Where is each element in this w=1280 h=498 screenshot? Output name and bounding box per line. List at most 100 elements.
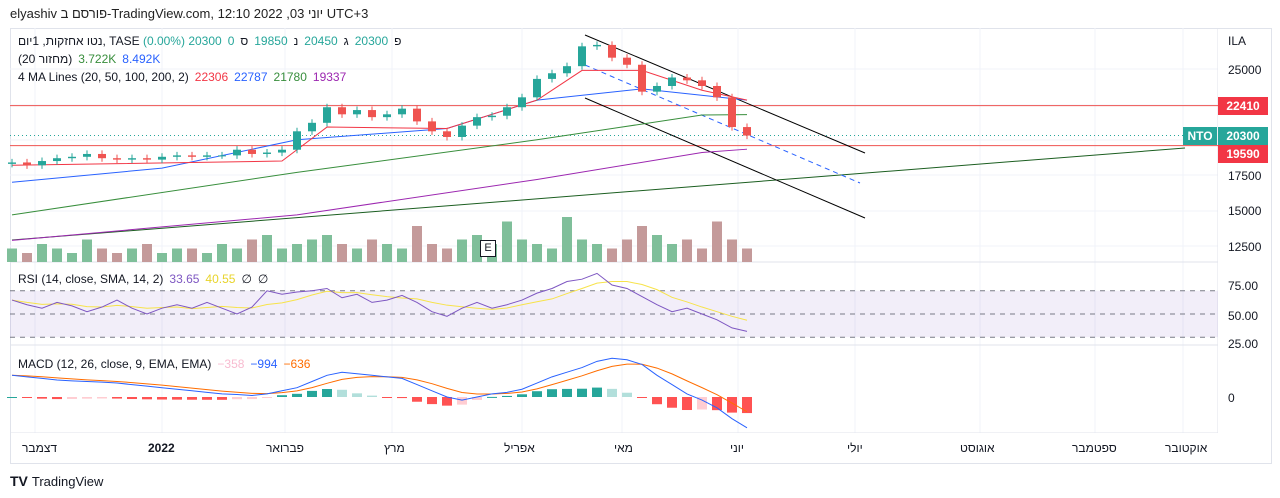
- volume-bar: [352, 248, 362, 262]
- volume-bar: [532, 244, 542, 262]
- volume-bar: [562, 217, 572, 262]
- volume-bar: [322, 235, 332, 262]
- rsi-empty-2: ∅: [257, 272, 269, 286]
- volume-bar: [202, 253, 212, 262]
- macd-histogram-bar: [697, 397, 707, 410]
- time-label: מרץ: [384, 441, 405, 455]
- candle-body: [713, 85, 721, 98]
- symbol-tag: NTO: [1183, 127, 1217, 145]
- ma100-line: [11, 114, 748, 216]
- time-label: 2022: [148, 441, 175, 455]
- candle-body: [278, 149, 286, 153]
- candle-body: [218, 155, 226, 157]
- time-label: דצמבר: [22, 441, 58, 455]
- volume-bar: [682, 239, 692, 262]
- macd-histogram-bar: [232, 397, 242, 400]
- volume-bar: [157, 253, 167, 262]
- candle-body: [98, 153, 106, 159]
- macd-histogram-bar: [382, 397, 392, 398]
- channel-lower-line: [584, 97, 866, 219]
- macd-histogram-bar: [127, 397, 137, 400]
- volume-bar: [577, 239, 587, 262]
- ma20-value: 22306: [194, 70, 229, 84]
- macd-histogram-bar: [397, 397, 407, 399]
- candle-body: [563, 66, 571, 74]
- ma50-value: 22787: [234, 70, 268, 84]
- candle-body: [248, 149, 256, 154]
- macd-histogram-bar: [82, 397, 92, 399]
- macd-histogram-bar: [607, 388, 617, 397]
- candle-body: [83, 153, 91, 157]
- volume-bar: [457, 239, 467, 262]
- macd-histogram-bar: [97, 397, 107, 399]
- candle-body: [68, 156, 76, 159]
- candle-body: [458, 125, 466, 137]
- volume-bar: [277, 248, 287, 262]
- volume-label[interactable]: (20 מחזור): [18, 52, 73, 66]
- volume-bar: [7, 248, 17, 262]
- price-tick: 12500: [1228, 240, 1262, 254]
- candle-body: [188, 155, 196, 157]
- macd-histogram-bar: [52, 397, 62, 400]
- macd-histogram-bar: [727, 397, 737, 413]
- candle-body: [473, 117, 481, 126]
- time-label: פברואר: [266, 441, 304, 455]
- macd-signal-line: [11, 363, 748, 413]
- volume-bar: [127, 248, 137, 262]
- macd-histogram-bar: [532, 391, 542, 397]
- candle-body: [38, 161, 46, 166]
- chart-canvas[interactable]: [0, 0, 1218, 433]
- time-label: אוגוסט: [960, 441, 995, 455]
- symbol-name[interactable]: נטו אחזקות, 1יום, TASE פ: [18, 34, 402, 48]
- volume-bar: [142, 244, 152, 262]
- earnings-marker[interactable]: E: [480, 240, 496, 257]
- ma200-value: 19337: [312, 70, 347, 84]
- candle-body: [308, 122, 316, 132]
- macd-histogram-bar: [307, 390, 317, 397]
- candle-body: [653, 85, 661, 92]
- volume-bar: [67, 253, 77, 262]
- volume-bar: [697, 248, 707, 262]
- volume-bar: [547, 248, 557, 262]
- candle-body: [593, 44, 601, 47]
- macd-line: [11, 357, 748, 429]
- volume-bar: [337, 244, 347, 262]
- volume-value: 3.722K: [78, 52, 117, 66]
- candle-body: [353, 110, 361, 115]
- candle-body: [443, 131, 451, 137]
- candle-body: [203, 155, 211, 157]
- open-value: 20300: [354, 34, 389, 48]
- volume-ma-value: 8.492K: [122, 52, 161, 66]
- macd-histogram-bar: [622, 392, 632, 397]
- ma-legend: 4 MA Lines (20, 50, 100, 200, 2) 22306 227…: [18, 70, 352, 84]
- macd-histogram-bar: [412, 397, 422, 402]
- macd-histogram-bar: [457, 397, 467, 405]
- macd-histogram-bar: [712, 397, 722, 411]
- candle-body: [8, 162, 16, 164]
- rsi-label[interactable]: RSI (14, close, SMA, 14, 2): [18, 272, 164, 286]
- macd-histogram-bar: [352, 393, 362, 397]
- macd-histogram-bar: [142, 397, 152, 400]
- candle-body: [518, 97, 526, 108]
- candle-body: [578, 46, 586, 67]
- candle-body: [548, 73, 556, 79]
- candle-body: [533, 78, 541, 98]
- price-tick: 25000: [1228, 63, 1262, 77]
- candle-body: [428, 121, 436, 132]
- volume-bar: [472, 235, 482, 262]
- volume-bar: [667, 244, 677, 262]
- candle-body: [503, 107, 511, 116]
- last-price-tag: 20300: [1218, 127, 1268, 145]
- macd-label[interactable]: MACD (12, 26, close, 9, EMA, EMA): [18, 357, 212, 371]
- volume-bar: [37, 244, 47, 262]
- volume-bar: [382, 244, 392, 262]
- ma-label[interactable]: 4 MA Lines (20, 50, 100, 200, 2): [18, 70, 189, 84]
- price-tick: 15000: [1228, 204, 1262, 218]
- macd-histogram-bar: [247, 397, 257, 400]
- macd-histogram-bar: [262, 397, 272, 398]
- macd-histogram-bar: [427, 397, 437, 405]
- tradingview-logo[interactable]: TV TradingView: [10, 473, 103, 489]
- volume-bar: [262, 235, 272, 262]
- macd-histogram-bar: [637, 397, 647, 398]
- candle-body: [368, 110, 376, 118]
